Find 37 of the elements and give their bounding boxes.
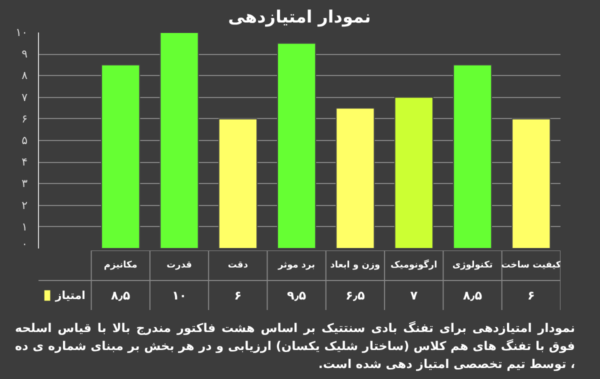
data-label: ۱۰ (172, 288, 187, 302)
bar (160, 32, 199, 248)
data-label: ۸٫۵ (111, 288, 130, 302)
x-tick-label: دقت (228, 260, 248, 270)
bar (218, 118, 258, 248)
y-tick-label: ۴ (22, 156, 28, 169)
data-label: ۷ (410, 288, 418, 302)
y-tick-label: ۳ (22, 177, 28, 190)
x-tick-label: ارگونومیک (390, 258, 438, 270)
y-tick-label: ۵ (22, 134, 28, 147)
y-tick-label: ۱ (22, 220, 28, 234)
x-tick-label: مکانیزم (104, 260, 138, 270)
bar (452, 64, 492, 248)
data-label: ۶ (528, 288, 535, 302)
data-label: ۸٫۵ (462, 288, 482, 302)
y-tick-label: ۷ (22, 90, 28, 104)
y-tick-label: ۶ (22, 112, 28, 126)
legend-label: امتیاز (54, 289, 86, 302)
y-tick-label: ۰ (22, 238, 28, 250)
bar (394, 96, 434, 248)
x-tick-label: تکنولوژی (452, 260, 493, 270)
bar (277, 42, 316, 248)
text: نمودار امتیازدهی برای تفنگ بادی سنتتیک بر اساس هشت فاکتور مندرج بالا با قیاس اسلحه فوق با تفنگ های هم کلاس (ساختار شلیک یکسان) ارزیابی و در هر بخش بر مبنای شماره ی ده ، توسط تیم تخصصی امتیاز دهی شده است. (15, 320, 575, 373)
y-tick-label: ۱۰ (16, 26, 28, 39)
y-tick-label: ۸ (22, 69, 28, 82)
x-tick-label: قدرت (166, 260, 192, 270)
data-label: ۶ (234, 288, 242, 302)
bar (101, 64, 140, 248)
x-tick-label: وزن و ابعاد (330, 260, 380, 270)
bar (336, 108, 375, 248)
chart-title: نمودار امتیازدهی (228, 8, 371, 28)
data-label: ۹٫۵ (287, 288, 306, 302)
y-tick-label: ۹ (22, 48, 28, 61)
y-tick-label: ۲ (22, 198, 28, 212)
data-label: ۶٫۵ (346, 288, 365, 302)
bar (512, 118, 551, 248)
x-tick-label: برد موثر (277, 260, 316, 270)
